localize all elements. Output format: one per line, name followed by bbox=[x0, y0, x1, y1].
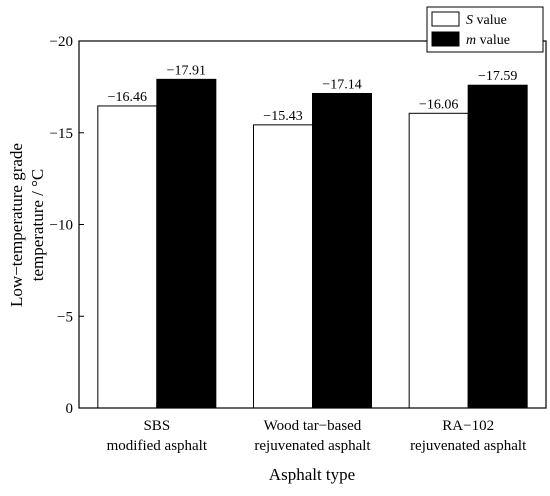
legend-label-s: S value bbox=[466, 13, 507, 28]
y-tick-label: −5 bbox=[57, 309, 73, 325]
x-axis-title: Asphalt type bbox=[269, 465, 355, 484]
legend-label-m: m value bbox=[466, 33, 510, 48]
bar-m-value bbox=[467, 84, 528, 409]
legend: S value m value bbox=[426, 6, 544, 53]
x-category-label: rejuvenated asphalt bbox=[254, 438, 371, 454]
legend-swatch-m bbox=[431, 31, 460, 47]
data-label-m-value: −17.14 bbox=[322, 77, 361, 92]
y-axis-title-line-2: temperature / °C bbox=[28, 169, 47, 282]
x-category-labels: SBS modified asphalt Wood tar−based rejuven… bbox=[107, 403, 527, 454]
bar-m-value bbox=[312, 92, 372, 409]
y-axis-title: Low−temperature grade temperature / °C bbox=[7, 143, 47, 307]
data-labels: −16.46 −17.91 −15.43 −17.14 −16.06 −17.59 bbox=[108, 63, 518, 124]
x-category-label: SBS bbox=[143, 418, 170, 434]
bar-s-value bbox=[408, 112, 469, 409]
plot-frame bbox=[78, 40, 547, 409]
bar-s-value bbox=[97, 105, 158, 409]
data-label-m-value: −17.91 bbox=[167, 63, 206, 78]
bar-s-value bbox=[253, 124, 313, 409]
x-category-label: RA−102 bbox=[442, 418, 494, 434]
y-tick-label: −20 bbox=[50, 34, 73, 50]
data-label-s-value: −16.46 bbox=[108, 90, 147, 105]
bars bbox=[97, 78, 528, 409]
bar-m-value bbox=[156, 78, 217, 409]
legend-swatch-s bbox=[431, 11, 460, 27]
data-label-s-value: −15.43 bbox=[263, 109, 302, 124]
data-label-m-value: −17.59 bbox=[478, 69, 517, 84]
x-category-label: Wood tar−based bbox=[264, 418, 362, 434]
y-tick-label: −15 bbox=[50, 126, 73, 142]
y-axis-ticks: 0 −5 −10 −15 −20 bbox=[50, 34, 84, 417]
x-category-label: rejuvenated asphalt bbox=[410, 438, 527, 454]
y-axis-title-line-1: Low−temperature grade bbox=[7, 143, 26, 307]
x-category-label: modified asphalt bbox=[107, 438, 208, 454]
y-tick-label: 0 bbox=[66, 401, 74, 417]
data-label-s-value: −16.06 bbox=[419, 97, 458, 112]
y-tick-label: −10 bbox=[50, 218, 73, 234]
